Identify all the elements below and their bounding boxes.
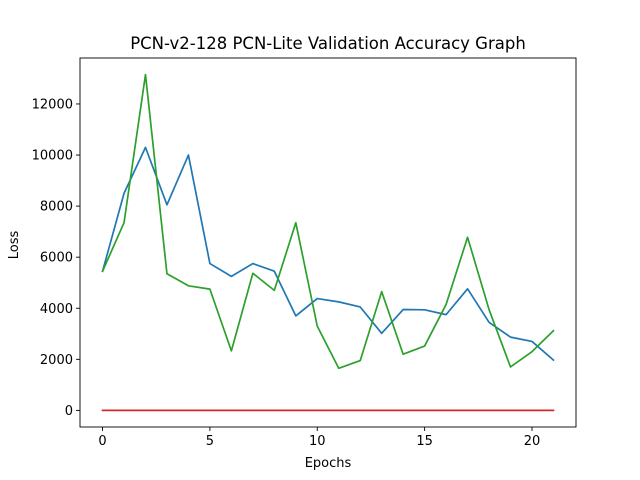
x-tick-label: 20 [524,434,541,449]
x-axis-label: Epochs [305,456,352,471]
x-tick-label: 5 [206,434,214,449]
y-tick-label: 0 [65,404,73,419]
y-tick-label: 4000 [40,302,73,317]
x-tick-label: 0 [98,434,106,449]
y-axis-label: Loss [7,231,22,260]
y-tick-label: 2000 [40,353,73,368]
y-tick-label: 12000 [32,97,73,112]
plot-area: 0 5 10 15 20 0 2000 4000 6000 8000 10000 12000 [32,57,577,449]
series-line-1 [101,146,555,362]
chart-title: PCN-v2-128 PCN-Lite Validation Accuracy … [130,34,526,53]
x-tick-label: 15 [416,434,433,449]
x-tick-label: 10 [309,434,326,449]
plot-frame [79,57,577,428]
series-line-2 [101,73,555,370]
y-tick-label: 6000 [40,251,73,266]
y-tick-label: 8000 [40,200,73,215]
y-tick-label: 10000 [32,149,73,164]
